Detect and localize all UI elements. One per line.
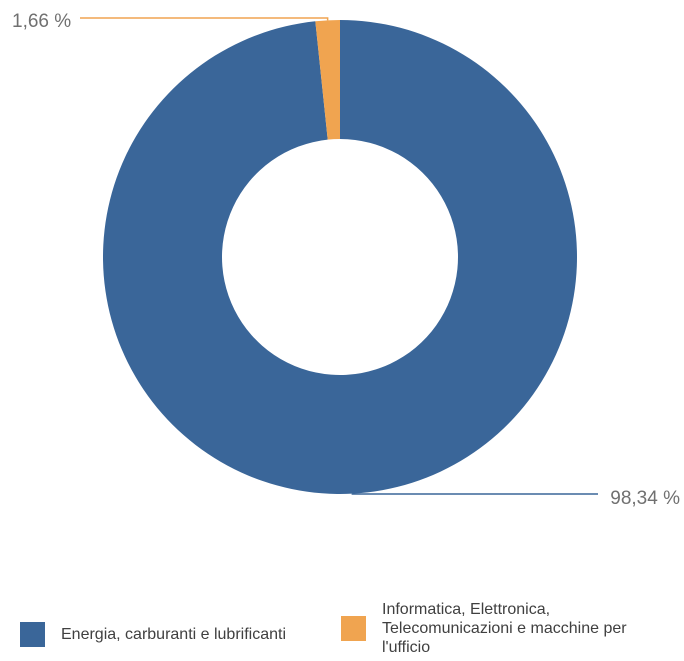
legend-swatch-informatica (341, 616, 366, 641)
data-label-1: 1,66 % (12, 11, 71, 32)
legend: Energia, carburanti e lubrificanti Infor… (0, 590, 684, 661)
label-leader-lines (80, 17, 598, 495)
donut-slice-0[interactable] (103, 20, 578, 494)
donut-chart: 98,34 % 1,66 % (12, 11, 680, 509)
legend-label-informatica: Informatica, Elettronica, Telecomunicazi… (382, 601, 627, 656)
legend-swatch-energia (20, 622, 45, 647)
donut-slice-1[interactable] (315, 20, 340, 140)
legend-item-informatica[interactable]: Informatica, Elettronica, Telecomunicazi… (341, 600, 676, 657)
legend-label-energia: Energia, carburanti e lubrificanti (61, 626, 287, 643)
leader-line-1 (80, 17, 329, 21)
donut-slices (103, 20, 578, 494)
data-labels: 98,34 % 1,66 % (12, 11, 680, 509)
legend-item-energia[interactable]: Energia, carburanti e lubrificanti (20, 622, 286, 647)
data-label-0: 98,34 % (610, 488, 680, 509)
